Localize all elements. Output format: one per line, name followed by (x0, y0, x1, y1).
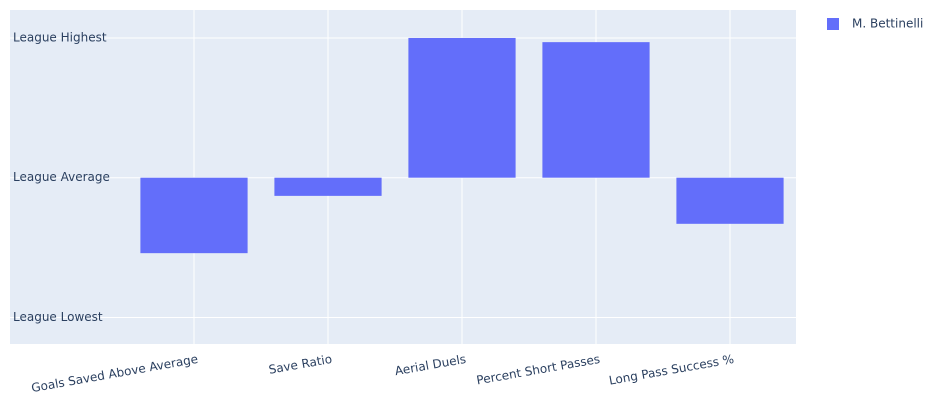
y-tick-label: League Lowest (13, 310, 103, 324)
x-tick-label: Save Ratio (268, 352, 334, 377)
y-tick-label: League Average (13, 170, 110, 184)
bar (274, 177, 382, 196)
legend-swatch[interactable] (827, 18, 839, 30)
x-tick-label: Goals Saved Above Average (30, 352, 199, 395)
x-tick-label: Percent Short Passes (475, 352, 601, 388)
plot-area (10, 10, 796, 344)
bar (676, 177, 784, 224)
x-tick-label: Aerial Duels (394, 352, 467, 378)
bar (408, 37, 516, 178)
legend-label[interactable]: M. Bettinelli (852, 17, 923, 31)
y-tick-label: League Highest (13, 30, 107, 44)
x-tick-label: Long Pass Success % (608, 352, 735, 388)
bar (542, 42, 650, 178)
bar (140, 177, 248, 254)
marks (140, 37, 784, 254)
